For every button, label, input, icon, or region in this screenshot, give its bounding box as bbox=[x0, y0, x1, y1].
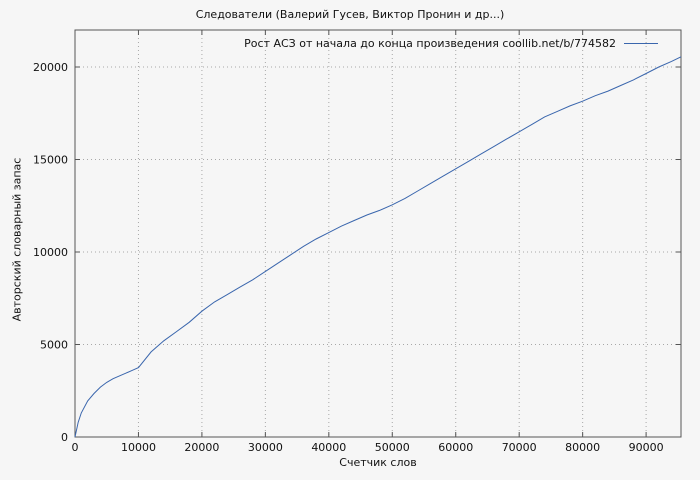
y-tick-label: 20000 bbox=[33, 61, 68, 74]
plot-background bbox=[75, 30, 681, 437]
y-tick-label: 15000 bbox=[33, 154, 68, 167]
x-tick-label: 20000 bbox=[184, 441, 219, 454]
legend: Рост АСЗ от начала до конца произведения… bbox=[244, 37, 658, 50]
x-tick-label: 40000 bbox=[311, 441, 346, 454]
y-tick-label: 0 bbox=[61, 431, 68, 444]
x-tick-label: 10000 bbox=[121, 441, 156, 454]
x-tick-label: 50000 bbox=[375, 441, 410, 454]
plot-border bbox=[74, 29, 682, 438]
y-tick-label: 10000 bbox=[33, 246, 68, 259]
x-tick-label: 90000 bbox=[629, 441, 664, 454]
legend-line-sample bbox=[624, 43, 658, 44]
x-tick-label: 80000 bbox=[565, 441, 600, 454]
y-axis-label: Авторский словарный запас bbox=[10, 157, 24, 322]
chart-title: Следователи (Валерий Гусев, Виктор Прони… bbox=[195, 8, 505, 21]
x-tick-label: 30000 bbox=[248, 441, 283, 454]
x-tick-label: 70000 bbox=[502, 441, 537, 454]
y-tick-label: 5000 bbox=[40, 339, 68, 352]
legend-label: Рост АСЗ от начала до конца произведения… bbox=[244, 37, 616, 50]
data-series-line bbox=[74, 56, 682, 438]
x-tick-label: 60000 bbox=[438, 441, 473, 454]
x-tick-label: 0 bbox=[72, 441, 79, 454]
x-axis-label: Счетчик слов bbox=[339, 456, 417, 469]
